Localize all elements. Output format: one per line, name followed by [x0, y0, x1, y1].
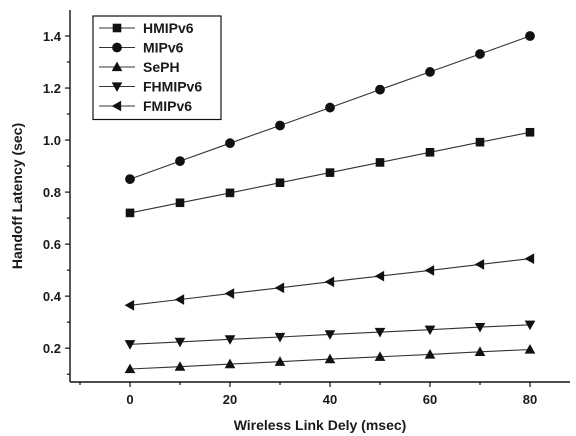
data-point [325, 168, 335, 177]
data-point [425, 147, 435, 157]
legend-label: FHMIPv6 [143, 79, 202, 95]
data-point [275, 120, 285, 131]
series-fhmipv6 [124, 320, 536, 350]
data-point [325, 102, 335, 113]
series-seph [124, 344, 536, 374]
plot-series [124, 31, 536, 374]
data-point [324, 330, 336, 340]
data-point [224, 358, 236, 369]
y-tick-label: 1.4 [43, 29, 62, 44]
data-point [275, 178, 285, 188]
series-fmipv6 [124, 253, 535, 311]
data-point [225, 188, 235, 198]
data-point [124, 299, 135, 311]
data-point [424, 325, 436, 336]
data-point [224, 288, 235, 299]
x-tick-label: 80 [523, 392, 537, 407]
data-point [525, 31, 535, 41]
legend-marker [112, 42, 122, 53]
data-point [374, 270, 385, 282]
data-point [475, 49, 485, 59]
data-point [525, 127, 535, 137]
data-point [375, 158, 385, 167]
data-point [175, 198, 185, 208]
data-point [474, 322, 486, 333]
data-point [174, 294, 185, 305]
data-point [524, 320, 536, 331]
data-point [324, 353, 336, 364]
data-point [475, 137, 485, 147]
data-point [425, 67, 435, 77]
legend-marker [111, 82, 123, 92]
legend-label: FMIPv6 [143, 98, 192, 114]
y-tick-label: 0.2 [43, 341, 61, 356]
legend-item: FHMIPv6 [99, 79, 202, 95]
data-point [174, 361, 186, 371]
legend-label: HMIPv6 [143, 20, 194, 36]
data-point [274, 356, 286, 366]
legend-item: HMIPv6 [99, 20, 194, 36]
legend-item: MIPv6 [99, 40, 184, 56]
data-point [324, 276, 335, 288]
data-point [374, 327, 386, 338]
x-axis-title: Wireless Link Dely (msec) [234, 417, 407, 433]
data-point [474, 259, 485, 270]
y-tick-label: 1.0 [43, 133, 61, 148]
legend-label: SePH [143, 59, 180, 75]
data-point [124, 363, 136, 374]
data-point [375, 84, 385, 95]
legend-item: FMIPv6 [99, 98, 192, 114]
data-point [274, 332, 286, 343]
data-point [274, 282, 285, 294]
y-tick-label: 0.4 [43, 289, 62, 304]
legend: HMIPv6 MIPv6 SePH FHMIPv6 FMIPv6 [92, 15, 222, 121]
x-tick-label: 40 [323, 392, 337, 407]
y-axis-title: Handoff Latency (sec) [9, 123, 25, 269]
data-point [424, 265, 435, 276]
data-point [374, 351, 386, 361]
legend-marker [112, 23, 122, 33]
legend-marker [111, 61, 123, 72]
x-tick-label: 0 [126, 392, 133, 407]
data-point [424, 349, 436, 359]
series-mipv6 [125, 31, 535, 184]
data-point [224, 335, 236, 345]
data-point [124, 340, 136, 350]
x-tick-label: 60 [423, 392, 437, 407]
x-tick-label: 20 [223, 392, 237, 407]
data-point [524, 253, 535, 265]
data-point [175, 156, 185, 167]
data-point [225, 138, 235, 149]
data-point [125, 208, 135, 218]
axes: 0.2 0.4 0.6 0.8 1.0 1.2 1.4 0 20 40 60 80 [43, 10, 570, 407]
legend-marker [111, 100, 122, 112]
data-point [125, 174, 135, 184]
data-point [524, 344, 536, 354]
data-point [174, 337, 186, 348]
y-tick-label: 0.8 [43, 185, 61, 200]
data-point [474, 346, 486, 356]
legend-item: SePH [99, 59, 180, 75]
y-tick-label: 1.2 [43, 81, 61, 96]
legend-label: MIPv6 [143, 40, 184, 56]
series-hmipv6 [125, 127, 535, 218]
y-tick-label: 0.6 [43, 237, 61, 252]
